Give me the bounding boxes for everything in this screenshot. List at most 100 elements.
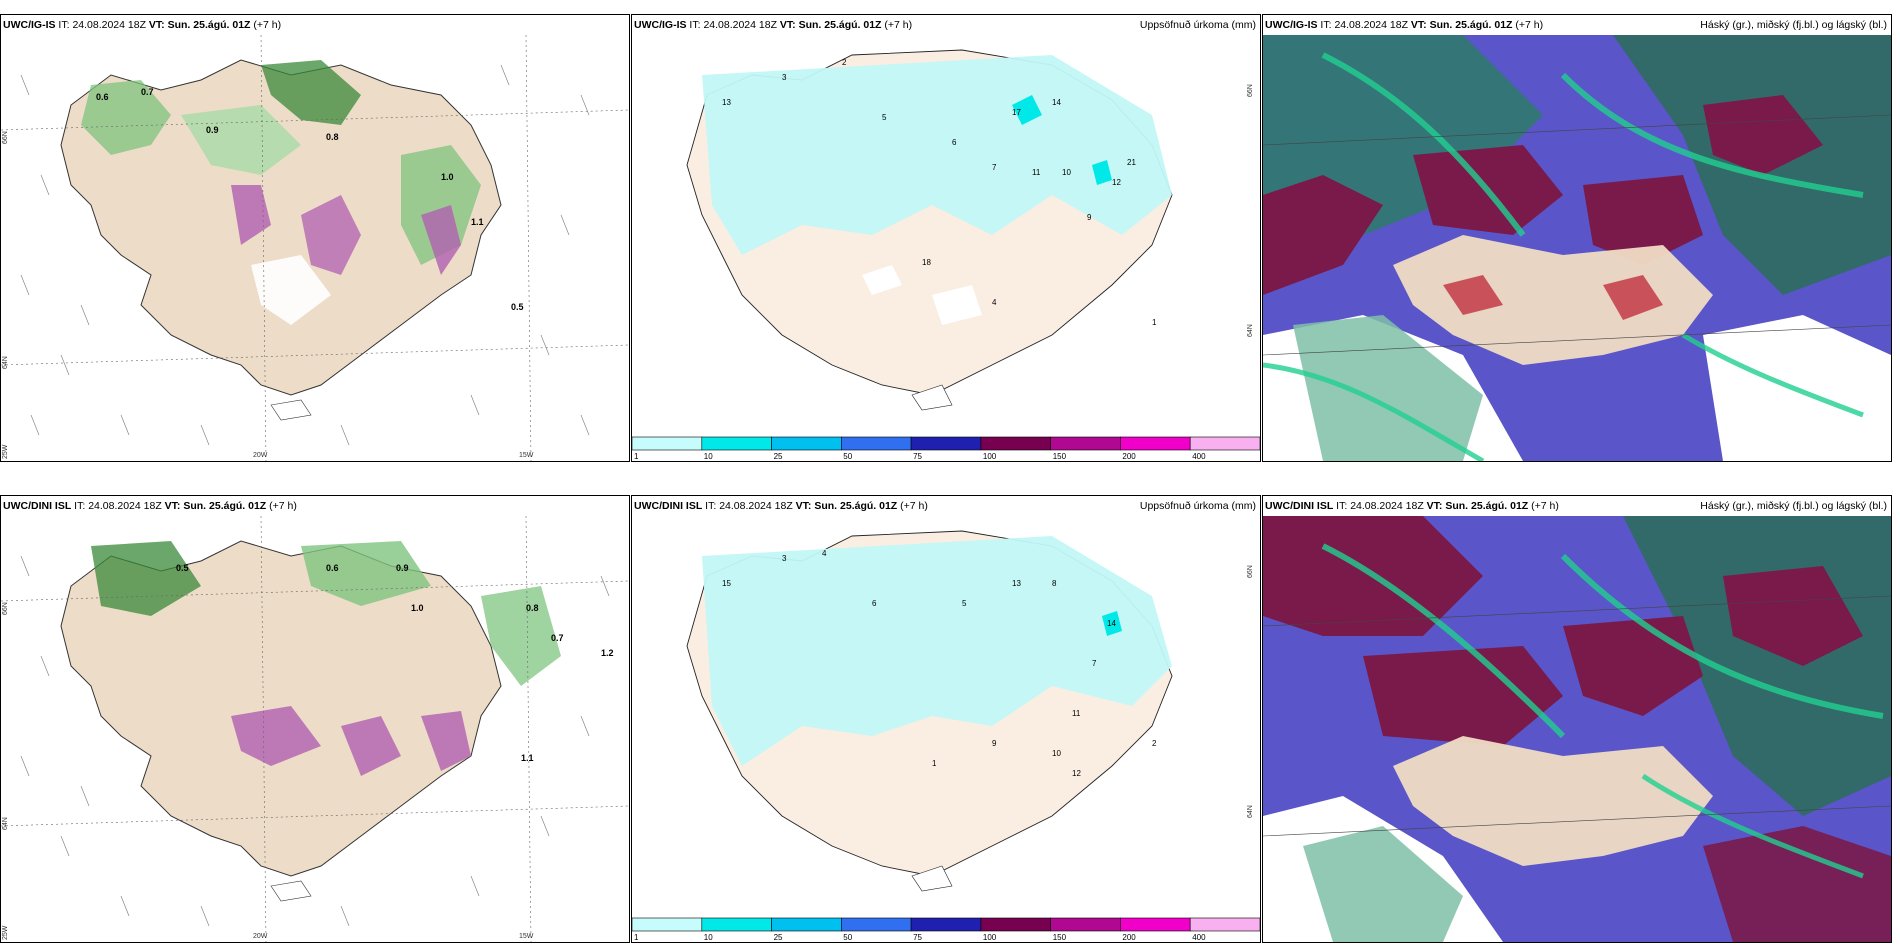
cloud-value-label: 0.6 [326,563,339,573]
colorbar-segment [1189,917,1260,932]
panel-bottom-middle-precip: UWC/DINI ISL IT: 24.08.2024 18Z VT: Sun.… [631,495,1261,943]
colorbar-segment [910,917,982,932]
precip-value-label: 4 [992,298,997,307]
lat-label: 66N [1247,84,1254,97]
panel-header: UWC/DINI ISL IT: 24.08.2024 18Z VT: Sun.… [1263,496,1891,516]
precip-value-label: 1 [932,759,937,768]
panel-header: UWC/IG-IS IT: 24.08.2024 18Z VT: Sun. 25… [1263,15,1891,35]
cloud-value-label: 0.9 [396,563,409,573]
lon-label: 15W [519,933,534,940]
colorbar-tick-label: 10 [704,933,713,942]
colorbar-svg: 1 10 25 50 75 100 150 200 400 [632,917,1260,942]
precip-value-label: 5 [882,113,887,122]
colorbar-tick-label: 150 [1053,933,1067,942]
precip-value-label: 4 [822,549,827,558]
precip-value-label: 3 [782,554,787,563]
precip-value-label: 12 [1072,769,1081,778]
cloud-value-label: 0.6 [96,92,109,102]
wind-barbs [20,64,590,446]
cloud-value-label: 0.7 [551,633,564,643]
precip-value-label: 3 [782,73,787,82]
colorbar-segment [632,917,703,932]
precip-value-label: 13 [722,98,731,107]
colorbar-tick-label: 200 [1122,452,1136,461]
colorbar-tick-label: 75 [913,933,922,942]
colorbar-tick-label: 25 [774,452,783,461]
colorbar-tick-label: 400 [1192,452,1206,461]
precip-value-label: 2 [1152,739,1157,748]
panel-header: UWC/IG-IS IT: 24.08.2024 18Z VT: Sun. 25… [632,15,1260,35]
panel-bottom-right-clouds: UWC/DINI ISL IT: 24.08.2024 18Z VT: Sun.… [1262,495,1892,943]
lon-label: 25W [2,444,9,459]
colorbar-segment [841,917,912,932]
lat-label: 64N [2,356,9,369]
colorbar-tick-label: 25 [774,933,783,942]
cloud-value-label: 1.1 [471,217,484,227]
colorbar-tick-label: 100 [983,933,997,942]
lat-label: 66N [2,131,9,144]
colorbar-segment [1050,436,1121,451]
precip-value-label: 7 [1092,659,1097,668]
colorbar-tick-label: 400 [1192,933,1206,942]
wind-barbs [20,555,610,927]
wind-map-svg: 0.5 0.6 0.9 1.0 0.8 0.7 1.2 1.1 66N 64N … [1,516,629,942]
precip-value-label: 7 [992,163,997,172]
precip-map-svg: 15 3 4 6 5 13 8 7 14 11 9 10 2 12 1 66N … [632,516,1260,942]
precip-map: 15 3 4 6 5 13 8 7 14 11 9 10 2 12 1 66N … [632,516,1260,942]
panel-header: UWC/DINI ISL IT: 24.08.2024 18Z VT: Sun.… [1,496,629,516]
cloud-layer-map [1263,35,1891,461]
precip-value-label: 18 [922,258,931,267]
cloud-value-label: 1.2 [601,648,614,658]
lat-label: 64N [1247,805,1254,818]
precip-value-label: 10 [1052,749,1061,758]
colorbar-segment [701,436,772,451]
cloud-map-svg [1263,516,1891,942]
precip-map: 13 3 2 5 6 7 17 14 10 12 21 9 1 4 18 11 … [632,35,1260,461]
colorbar-tick-label: 150 [1053,452,1067,461]
colorbar: 1 10 25 50 75 100 150 200 400 [632,435,1260,461]
colorbar-segment [1120,917,1191,932]
colorbar-segment [980,917,1051,932]
colorbar-segment [910,436,982,451]
cloud-value-label: 1.0 [441,172,454,182]
colorbar-segment [632,436,703,451]
precip-value-label: 1 [1152,318,1157,327]
panel-top-left-wind: UWC/IG-IS IT: 24.08.2024 18Z VT: Sun. 25… [0,14,630,462]
colorbar-tick-label: 75 [913,452,922,461]
panel-top-middle-precip: UWC/IG-IS IT: 24.08.2024 18Z VT: Sun. 25… [631,14,1261,462]
colorbar-tick-label: 100 [983,452,997,461]
field-title: Uppsöfnuð úrkoma (mm) [1139,500,1256,512]
lat-label: 64N [2,817,9,830]
precip-value-label: 14 [1052,98,1061,107]
precip-value-label: 11 [1032,168,1041,177]
panel-top-right-clouds: UWC/IG-IS IT: 24.08.2024 18Z VT: Sun. 25… [1262,14,1892,462]
lat-label: 64N [1247,324,1254,337]
field-title: Háský (gr.), miðský (fj.bl.) og lágský (… [1700,500,1887,512]
wind-cloud-map: 0.5 0.6 0.9 1.0 0.8 0.7 1.2 1.1 66N 64N … [1,516,629,942]
panel-header: UWC/DINI ISL IT: 24.08.2024 18Z VT: Sun.… [632,496,1260,516]
colorbar-segment [841,436,912,451]
colorbar-tick-label: 200 [1122,933,1136,942]
precip-value-label: 6 [952,138,957,147]
precip-value-label: 6 [872,599,877,608]
colorbar-tick-label: 50 [843,452,852,461]
cloud-value-label: 1.0 [411,603,424,613]
field-title: Uppsöfnuð úrkoma (mm) [1139,19,1256,31]
colorbar-segment [980,436,1051,451]
lat-label: 66N [1247,565,1254,578]
cloud-value-label: 0.8 [526,603,539,613]
precip-value-label: 9 [992,739,997,748]
lon-label: 20W [253,933,268,940]
wind-cloud-map: 0.6 0.7 0.9 0.8 1.0 1.1 0.5 66N 64N 25W … [1,35,629,461]
colorbar-segment [771,436,842,451]
precip-value-label: 17 [1012,108,1021,117]
precip-value-label: 2 [842,58,847,67]
field-title: Háský (gr.), miðský (fj.bl.) og lágský (… [1700,19,1887,31]
precip-value-label: 21 [1127,158,1136,167]
precip-value-label: 15 [722,579,731,588]
colorbar: 1 10 25 50 75 100 150 200 400 [632,916,1260,942]
colorbar-segment [701,917,772,932]
cloud-value-label: 0.5 [511,302,524,312]
colorbar-segment [1189,436,1260,451]
cloud-value-label: 0.9 [206,125,219,135]
